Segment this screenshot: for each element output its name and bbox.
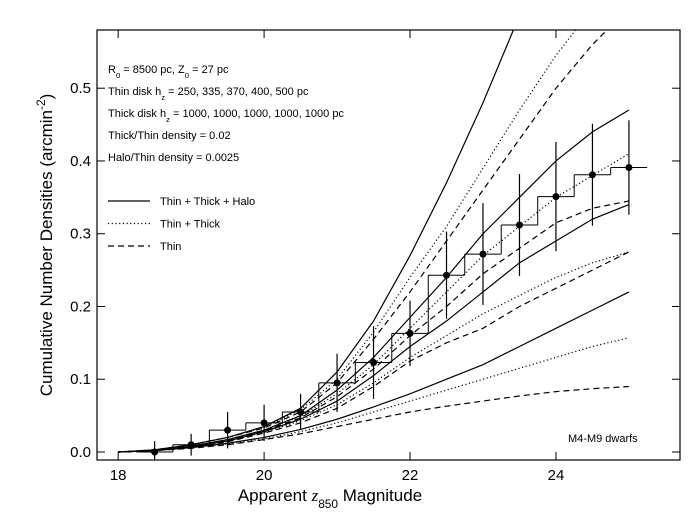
- annotation: R0 = 8500 pc, Z0 = 27 pc: [108, 64, 229, 80]
- model-line: [118, 385, 629, 453]
- legend-label: Thin + Thick: [160, 219, 221, 231]
- data-point: [406, 329, 414, 337]
- data-point: [515, 221, 523, 229]
- y-axis-label: Cumulative Number Densities (arcmin-2): [34, 94, 56, 397]
- y-tick-label: 0.3: [70, 226, 91, 243]
- y-tick-label: 0.1: [70, 371, 91, 388]
- text-part: Magnitude: [338, 486, 422, 505]
- y-tick-label: 0.0: [70, 444, 91, 461]
- data-point: [224, 426, 232, 434]
- data-point: [370, 359, 378, 367]
- text-part: = 250, 335, 370, 400, 500 pc: [165, 86, 309, 98]
- data-point: [588, 171, 596, 179]
- text-part: 0: [116, 71, 120, 80]
- text-part: 0: [185, 71, 189, 80]
- x-axis-label: Apparent z850 Magnitude: [238, 486, 422, 511]
- y-tick-label: 0.2: [70, 298, 91, 315]
- y-tick-label: 0.4: [70, 153, 91, 170]
- text-part: Apparent: [238, 486, 312, 505]
- text-part: R: [108, 64, 116, 76]
- text-part: = 8500 pc, Z: [120, 64, 185, 76]
- data-point: [187, 441, 195, 449]
- text-part: = 1000, 1000, 1000, 1000, 1000 pc: [170, 108, 345, 120]
- data-point: [297, 408, 305, 416]
- x-tick-label: 18: [110, 467, 127, 484]
- text-part: = 27 pc: [189, 64, 229, 76]
- data-point: [333, 379, 341, 387]
- text-part: -2: [34, 99, 48, 110]
- x-tick-label: 22: [402, 467, 419, 484]
- legend-label: Thin: [160, 241, 181, 253]
- note: M4-M9 dwarfs: [568, 433, 638, 445]
- text-part: ): [37, 94, 56, 100]
- data-point: [625, 164, 633, 172]
- text-part: Thick disk h: [108, 108, 166, 120]
- model-line: [118, 337, 630, 453]
- x-tick-label: 20: [256, 467, 273, 484]
- annotation: Thin disk hz = 250, 335, 370, 400, 500 p…: [108, 86, 309, 102]
- text-part: z: [311, 486, 319, 505]
- annotation: Thick/Thin density = 0.02: [108, 130, 231, 142]
- text-part: Halo/Thin density = 0.0025: [108, 152, 239, 164]
- x-tick-label: 24: [548, 467, 565, 484]
- data-point: [552, 193, 560, 201]
- y-tick-label: 0.5: [70, 80, 91, 97]
- text-part: Cumulative Number Densities (arcmin: [37, 110, 56, 396]
- text-part: 850: [318, 497, 338, 511]
- text-part: z: [161, 93, 165, 102]
- annotation: Thick disk hz = 1000, 1000, 1000, 1000, …: [108, 108, 344, 124]
- text-part: Thick/Thin density = 0.02: [108, 130, 231, 142]
- legend-label: Thin + Thick + Halo: [160, 196, 255, 208]
- data-point: [443, 271, 451, 279]
- data-point: [479, 250, 487, 258]
- data-point: [260, 419, 268, 427]
- text-part: z: [166, 115, 170, 124]
- text-part: Thin disk h: [108, 86, 161, 98]
- data-point: [151, 448, 159, 456]
- plot-frame: [96, 29, 681, 461]
- annotation: Halo/Thin density = 0.0025: [108, 152, 239, 164]
- plot-area: [118, 30, 648, 460]
